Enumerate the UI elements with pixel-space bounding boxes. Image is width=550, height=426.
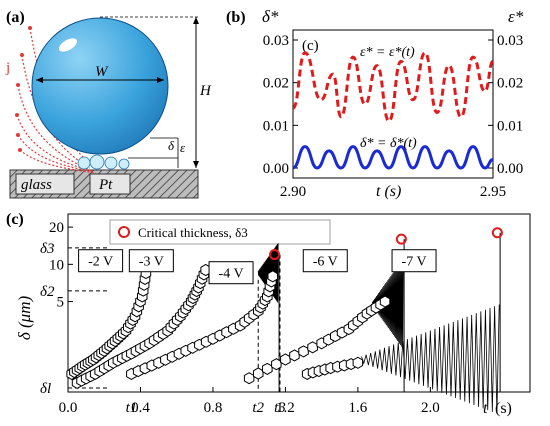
width-label: W: [95, 64, 109, 80]
panel-b-right-ylabel: ε*: [508, 7, 524, 26]
voltage-label: -6 V: [313, 255, 338, 270]
panel-c-label: (c): [6, 211, 24, 228]
width-arrowhead-right: [157, 77, 164, 83]
panel-b-inset-label: (c): [302, 38, 319, 54]
panel-c-ylabel: δ (μm): [15, 296, 34, 341]
panel-c-xlabel: t: [483, 400, 488, 417]
series-eps-label: ε* = ε*(t): [360, 45, 415, 60]
panel-c-ytick-label: 20: [49, 220, 64, 236]
legend-marker: [118, 226, 130, 238]
panel-c-ysymbol-label: δ2: [40, 284, 55, 300]
jet-label: j: [5, 60, 10, 76]
droplet: [31, 17, 169, 155]
glass-label: glass: [21, 177, 52, 193]
height-arrowhead-bottom: [193, 161, 199, 168]
panel-c-ysymbol-label: δl: [40, 381, 51, 397]
panel-c-legend: Critical thickness, δ3: [109, 219, 331, 245]
series-delta-label: δ* = δ*(t): [360, 136, 417, 151]
panel-c: (c) δ (μm) Critical thickness, δ3 0.0 0.4…: [6, 211, 531, 417]
height-label: H: [199, 83, 212, 99]
eps-label: ε: [180, 140, 186, 155]
panel-b-ytick-label-right: 0.01: [497, 118, 523, 134]
width-arrowhead-left: [36, 77, 43, 83]
data-point: [307, 341, 318, 354]
series-delta-line: [292, 145, 494, 170]
delta-label: δ: [168, 138, 175, 153]
data-point: [379, 295, 391, 308]
panel-c-ysymbol-label: δ3: [40, 241, 54, 257]
panel-b-ytick-label-left: 0.03: [263, 33, 289, 49]
pt-label: Pt: [98, 177, 113, 193]
critical-point: [491, 227, 503, 239]
voltage-label-box: [78, 249, 124, 273]
legend-text: Critical thickness, δ3: [138, 225, 248, 240]
panel-b-label: (b): [226, 9, 246, 26]
jet-tips: [15, 26, 32, 152]
voltage-label: -7 V: [402, 255, 427, 270]
voltage-label: -4 V: [219, 267, 244, 282]
voltage-label-box: [302, 249, 348, 273]
panel-c-xtick-label: 0.8: [204, 400, 223, 416]
panel-a: (a) glass Pt j: [5, 9, 212, 199]
panel-c-frame: [67, 213, 531, 393]
oscillation-4v: [257, 243, 279, 303]
critical-point: [395, 233, 407, 245]
pt-electrode: [89, 173, 131, 195]
panel-b-ytick-label-right: 0.03: [497, 33, 523, 49]
panel-b-xtick-label: 2.95: [480, 184, 506, 200]
legend-box: [109, 219, 331, 245]
panel-c-series: [66, 263, 391, 389]
small-bubbles: [77, 154, 130, 170]
panel-c-xtick-label: 2.0: [421, 400, 440, 416]
panel-b-ytick-label-right: 0.02: [497, 76, 523, 92]
panel-b-left-ylabel: δ*: [262, 7, 279, 26]
panel-b-ticks: 0.00 0.00 0.01 0.01 0.02 0.02 0.03 0.03 2.90 2.95: [263, 33, 524, 200]
panel-b-ytick-label-left: 0.02: [263, 76, 289, 92]
panel-c-xsymbol-label: t2: [252, 400, 264, 416]
panel-c-ytick-label: 10: [49, 257, 64, 273]
panel-b-xlabel: t (s): [376, 183, 401, 200]
data-point: [280, 353, 291, 366]
panel-b-series: [291, 51, 495, 170]
panel-c-voltage-labels: -2 V -3 V -4 V -6 V -7 V: [78, 249, 437, 285]
critical-point: [269, 249, 281, 261]
panel-b-ytick-label-left: 0.01: [263, 118, 289, 134]
height-arrowhead-top: [193, 17, 199, 24]
panel-b-frame: [292, 29, 494, 179]
panel-a-label: (a): [6, 9, 25, 26]
series-eps-line: [291, 51, 495, 123]
data-point: [243, 372, 255, 385]
data-point: [271, 358, 282, 371]
panel-c-xunit: (s): [495, 400, 512, 417]
panel-c-xtick-label: 0.0: [59, 400, 78, 416]
voltage-label-box: [128, 249, 174, 273]
droplet-highlight: [58, 38, 78, 52]
data-point: [352, 356, 364, 369]
panel-b-xtick-label: 2.90: [280, 184, 306, 200]
voltage-label-box: [208, 261, 254, 285]
data-point: [262, 362, 273, 375]
panel-c-ytick-label: 5: [57, 295, 65, 311]
data-point: [253, 367, 264, 380]
panel-c-ticks: 0.0 0.4 0.8 1.2 1.6 2.0 20 10 5 δ3 δ2 δl t1 t2 t3: [40, 220, 440, 416]
voltage-label: -2 V: [88, 255, 113, 270]
oscillation-7v: [361, 304, 500, 414]
panel-c-xtick-label: 0.4: [131, 400, 150, 416]
panel-c-xsymbol-label: t1: [126, 400, 138, 416]
panel-c-oscillation-traces: [257, 232, 501, 414]
panel-b-ytick-label-right: 0.00: [497, 161, 523, 177]
panel-b: (b) δ* ε* (c) 0.00 0.000.01 0.010.02 0.020.…: [226, 7, 524, 200]
panel-c-critical-points: [269, 227, 503, 261]
voltage-label: -3 V: [139, 255, 164, 270]
panel-c-xtick-label: 1.6: [349, 400, 368, 416]
data-point: [289, 349, 300, 362]
glass-box: [15, 173, 75, 195]
voltage-label-box: [391, 249, 437, 273]
panel-c-xsymbol-label: t3: [274, 400, 286, 416]
data-point: [267, 270, 278, 283]
data-point: [298, 345, 309, 358]
panel-c-xtick-label: 1.2: [276, 400, 295, 416]
panel-b-ytick-label-left: 0.00: [263, 161, 289, 177]
